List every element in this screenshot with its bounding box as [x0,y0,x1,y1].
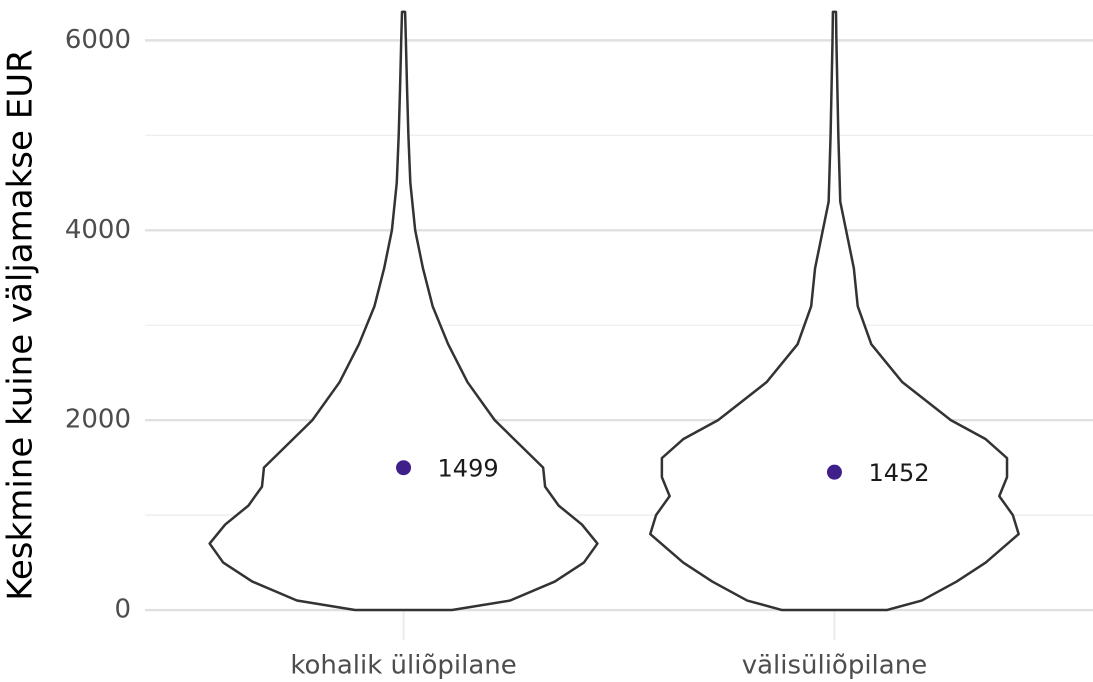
x-tick-label: kohalik üliõpilane [290,651,516,681]
x-tick-label: välisüliõpilane [742,651,928,681]
violin [208,10,599,612]
mean-point [826,464,842,480]
violin [648,10,1020,612]
mean-label: 1452 [868,459,929,487]
y-tick-label: 6000 [65,25,131,55]
mean-point [396,460,412,476]
y-axis-title: Keskmine kuine väljamakse EUR [1,49,41,600]
y-tick-label: 2000 [65,405,131,435]
y-tick-label: 4000 [65,215,131,245]
y-tick-label: 0 [114,595,131,625]
mean-label: 1499 [438,455,499,483]
